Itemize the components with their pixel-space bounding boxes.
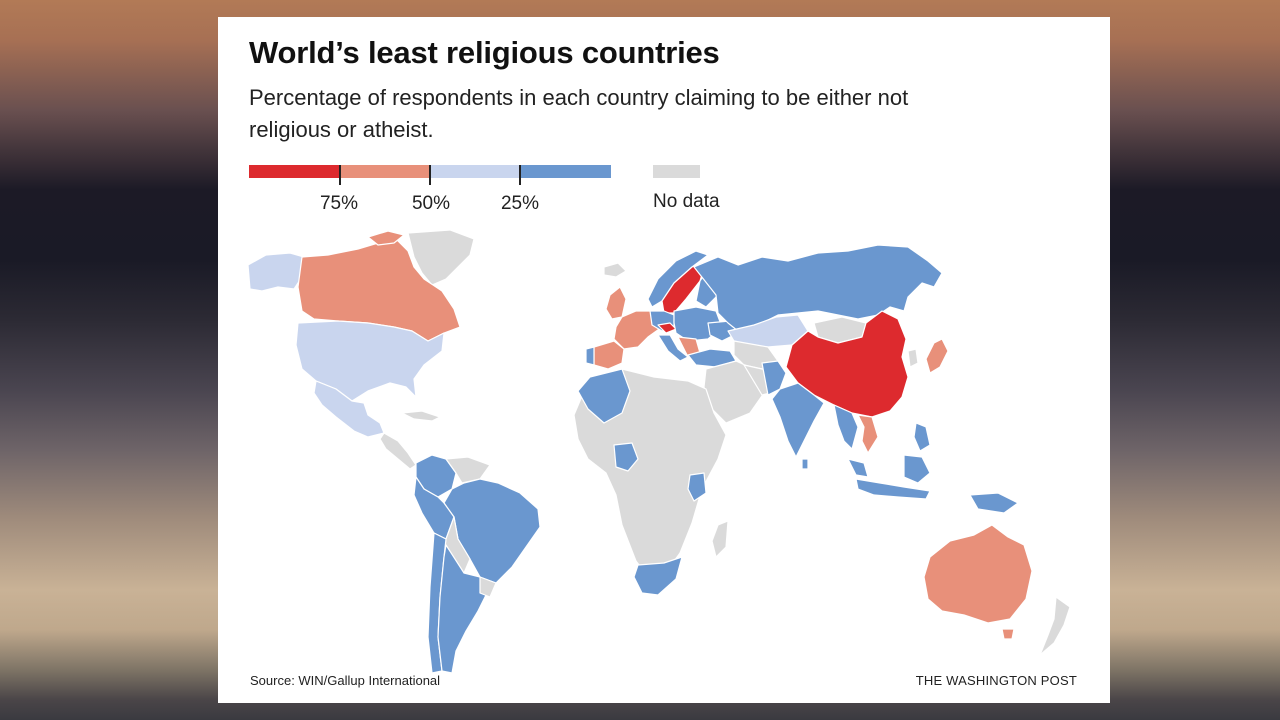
legend-swatch-50-75 [339,165,429,178]
region-tasmania [1001,628,1015,640]
legend-swatch-no-data [653,165,700,178]
legend-tick-label-75: 75% [319,193,359,214]
region-morocco-algeria [577,368,631,424]
region-alaska [247,252,305,292]
region-korea [907,348,919,368]
region-myanmar-thailand [833,404,859,450]
region-spain [593,340,625,370]
region-uk-ireland [605,286,627,320]
legend-tick [429,165,431,185]
world-map [247,229,1071,674]
region-malaysia [847,458,869,478]
region-iceland [603,262,627,278]
region-uruguay [479,576,497,598]
region-papua [969,492,1019,514]
region-india [771,382,825,458]
source-note: Source: WIN/Gallup International [250,673,441,688]
region-borneo [903,454,931,484]
chart-subtitle: Percentage of respondents in each countr… [249,85,909,142]
legend-swatch-25-50 [429,165,519,178]
legend-tick [519,165,521,185]
region-new-zealand [1039,596,1071,656]
legend-tick [339,165,341,185]
legend-no-data-label: No data [653,191,720,212]
region-sri-lanka [801,458,809,470]
legend-swatch-over-75 [249,165,339,178]
chart-card: World’s least religious countries Percen… [218,17,1110,703]
region-philippines [913,422,931,452]
region-australia [923,524,1033,624]
region-nigeria [613,442,639,472]
region-kenya [687,472,707,502]
region-central-america [379,432,417,470]
publisher-credit: THE WASHINGTON POST [915,673,1077,688]
region-russia [693,244,943,332]
region-china [785,310,909,418]
region-indonesia [855,478,931,500]
region-greenland [407,229,475,286]
region-vietnam [857,414,879,454]
region-madagascar [711,520,729,558]
region-rest-of-africa [573,368,727,578]
region-canada-islands [367,230,405,246]
chart-title: World’s least religious countries [249,35,720,70]
region-pakistan [761,360,787,396]
region-caribbean [401,410,441,422]
legend-tick-label-50: 50% [411,193,451,214]
region-portugal [585,346,595,366]
color-legend: 75% 50% 25% No data [249,165,849,215]
region-south-africa [633,556,683,596]
legend-swatch-under-25 [519,165,611,178]
region-japan [925,338,949,374]
legend-tick-label-25: 25% [500,193,540,214]
